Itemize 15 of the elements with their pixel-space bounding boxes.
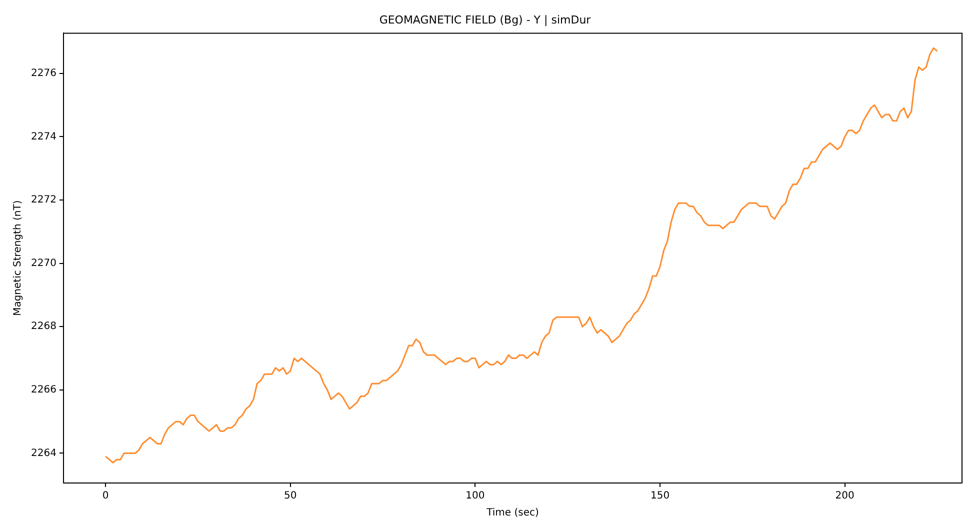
y-tick-label: 2276	[30, 68, 56, 79]
x-tick-label: 100	[466, 490, 485, 502]
x-tick-label: 200	[835, 490, 854, 502]
y-tick-label: 2264	[30, 448, 56, 459]
x-tick-label: 0	[102, 490, 109, 502]
y-tick-label: 2272	[30, 194, 56, 206]
chart-title: GEOMAGNETIC FIELD (Bg) - Y | simDur	[379, 13, 592, 26]
y-axis-title: Magnetic Strength (nT)	[12, 200, 24, 316]
y-tick-label: 2270	[30, 258, 56, 269]
x-tick-label: 150	[650, 490, 670, 502]
y-tick-label: 2274	[30, 131, 56, 142]
y-tick-label: 2266	[30, 384, 56, 396]
x-tick-label: 50	[284, 490, 297, 502]
y-tick-label: 2268	[30, 321, 56, 332]
x-axis-title: Time (sec)	[486, 508, 539, 519]
